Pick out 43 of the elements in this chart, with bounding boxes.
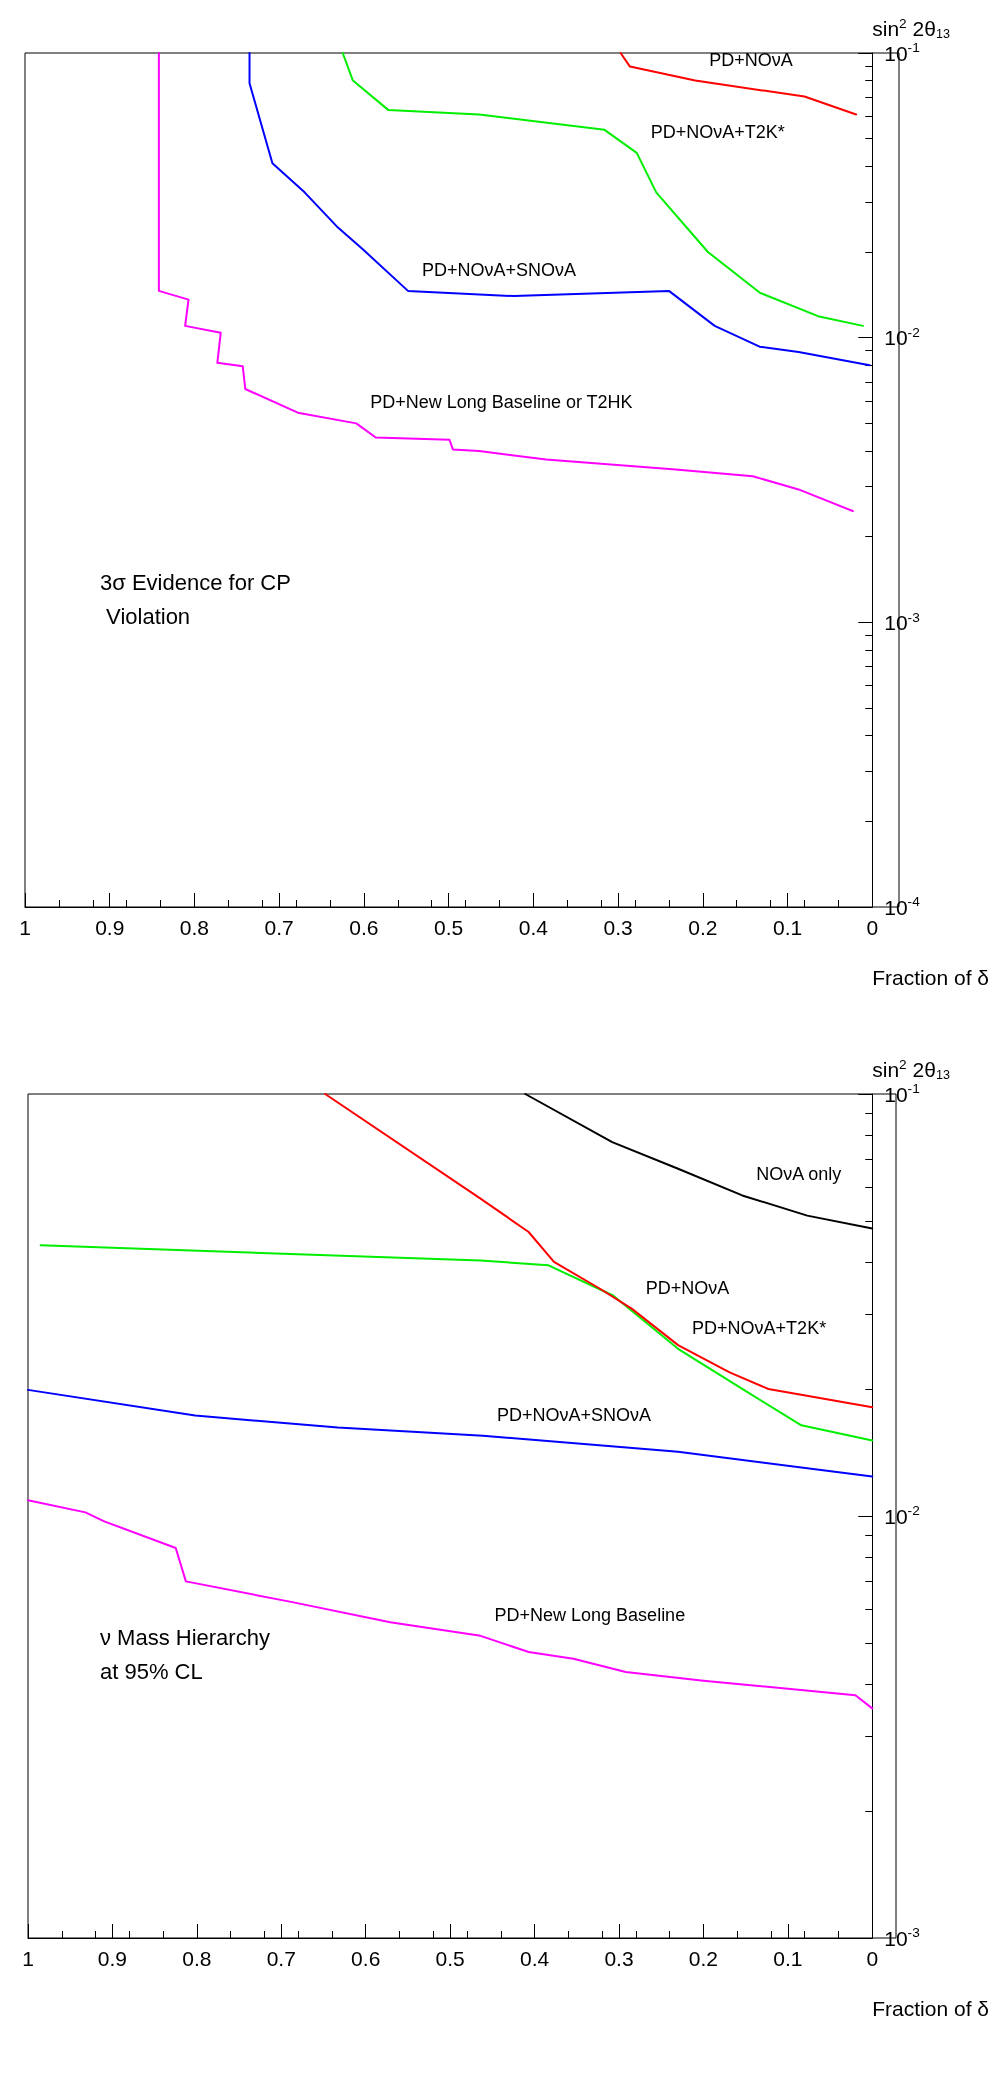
x-tick-label: 0.3	[603, 916, 633, 939]
series-label: PD+New Long Baseline	[494, 1604, 686, 1625]
x-tick-label: 0.5	[434, 916, 464, 939]
line-series	[248, 52, 871, 367]
line-series	[27, 1499, 874, 1710]
text: 3σ Evidence for CP Violation	[100, 569, 291, 629]
x-axis-title: Fraction of δ	[872, 966, 989, 989]
x-tick-label: 0.4	[518, 916, 549, 939]
x-tick-label: 0.6	[351, 1947, 381, 1970]
text: ν Mass Hierarchy at 95% CL	[100, 1624, 277, 1684]
series-label: PD+NOνA	[709, 49, 793, 70]
line-series	[324, 1093, 874, 1409]
series-label: PD+NOνA+SNOνA	[497, 1404, 652, 1425]
x-tick-label: 0.9	[97, 1947, 128, 1970]
x-tick-label: 0.3	[604, 1947, 634, 1970]
x-tick-label: 1	[19, 916, 31, 939]
x-tick-label: 0.2	[688, 1947, 719, 1970]
line-series	[619, 52, 858, 116]
x-tick-label: 0.9	[95, 916, 125, 939]
series-label: PD+NOνA+SNOνA	[421, 259, 577, 280]
x-tick-label: 0.7	[266, 1947, 296, 1970]
x-tick-label: 0.2	[688, 916, 718, 939]
line-series	[157, 52, 854, 513]
series-label: PD+NOνA	[645, 1277, 730, 1298]
x-tick-label: 0.1	[772, 916, 803, 939]
series-label: PD+NOνA+T2K*	[650, 121, 785, 142]
series-label: PD+NOνA+T2K*	[692, 1317, 827, 1338]
x-tick-label: 0	[866, 916, 879, 939]
line-series	[39, 1244, 874, 1442]
x-tick-label: 0.6	[349, 916, 379, 939]
x-tick-label: 0.8	[179, 916, 210, 939]
x-tick-label: 0.7	[264, 916, 294, 939]
line-series	[27, 1388, 874, 1478]
x-tick-label: 0.1	[773, 1947, 803, 1970]
series-label: PD+New Long Baseline or T2HK	[370, 392, 633, 413]
series-label: NOνA only	[756, 1164, 842, 1185]
x-tick-label: 0.5	[435, 1947, 465, 1970]
x-tick-label: 0.4	[519, 1947, 550, 1970]
x-tick-label: 1	[22, 1947, 34, 1970]
x-axis-title: Fraction of δ	[872, 1997, 989, 2020]
line-series	[341, 52, 864, 327]
x-tick-label: 0	[866, 1947, 879, 1970]
x-tick-label: 0.8	[182, 1947, 212, 1970]
